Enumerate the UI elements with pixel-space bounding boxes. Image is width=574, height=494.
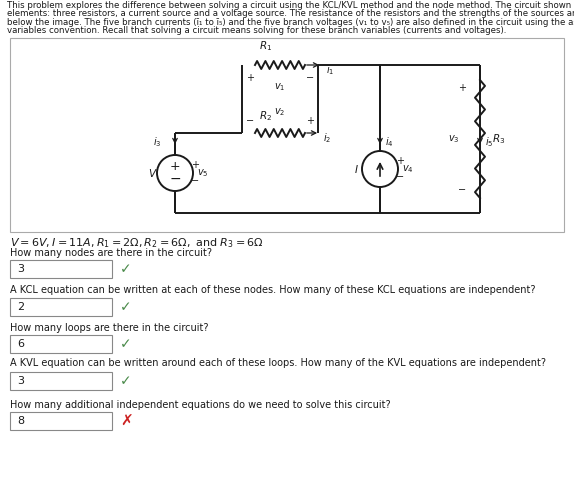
Text: $i_2$: $i_2$ bbox=[323, 131, 331, 145]
Text: $i_4$: $i_4$ bbox=[385, 135, 394, 149]
Text: +: + bbox=[170, 161, 180, 173]
Text: ✓: ✓ bbox=[120, 337, 131, 351]
Text: ✗: ✗ bbox=[120, 413, 133, 428]
Text: +: + bbox=[306, 116, 314, 126]
Text: −: − bbox=[191, 176, 199, 186]
Text: $v_2$: $v_2$ bbox=[274, 106, 286, 118]
Text: $v_3$: $v_3$ bbox=[448, 133, 460, 145]
Text: $R_1$: $R_1$ bbox=[259, 39, 273, 53]
Text: −: − bbox=[458, 185, 466, 195]
Circle shape bbox=[157, 155, 193, 191]
Text: 3: 3 bbox=[17, 264, 24, 274]
Text: +: + bbox=[458, 83, 466, 93]
Text: How many additional independent equations do we need to solve this circuit?: How many additional independent equation… bbox=[10, 400, 391, 410]
Text: 3: 3 bbox=[17, 376, 24, 386]
Bar bbox=[10, 38, 564, 232]
Bar bbox=[10, 412, 112, 430]
Text: A KVL equation can be written around each of these loops. How many of the KVL eq: A KVL equation can be written around eac… bbox=[10, 358, 546, 368]
Text: $R_3$: $R_3$ bbox=[492, 132, 505, 146]
Text: elements: three resistors, a current source and a voltage source. The resistance: elements: three resistors, a current sou… bbox=[7, 9, 574, 18]
Text: −: − bbox=[396, 172, 404, 182]
Text: +: + bbox=[396, 156, 404, 166]
Text: $R_2$: $R_2$ bbox=[259, 109, 273, 123]
Text: 2: 2 bbox=[17, 302, 24, 312]
Bar bbox=[10, 372, 112, 390]
Text: $i_3$: $i_3$ bbox=[153, 135, 161, 149]
Bar bbox=[10, 298, 112, 316]
Text: 6: 6 bbox=[17, 339, 24, 349]
Text: $v_5$: $v_5$ bbox=[197, 167, 208, 179]
Text: How many nodes are there in the circuit?: How many nodes are there in the circuit? bbox=[10, 248, 212, 258]
Text: variables convention. Recall that solving a circuit means solving for these bran: variables convention. Recall that solvin… bbox=[7, 27, 506, 36]
Text: +: + bbox=[191, 160, 199, 170]
Text: A KCL equation can be written at each of these nodes. How many of these KCL equa: A KCL equation can be written at each of… bbox=[10, 285, 536, 295]
Text: +: + bbox=[246, 73, 254, 83]
Text: How many loops are there in the circuit?: How many loops are there in the circuit? bbox=[10, 323, 208, 333]
Text: $v_4$: $v_4$ bbox=[402, 163, 414, 175]
Bar bbox=[10, 260, 112, 278]
Text: $v_1$: $v_1$ bbox=[274, 81, 286, 93]
Text: −: − bbox=[169, 172, 181, 186]
Circle shape bbox=[362, 151, 398, 187]
Text: ✓: ✓ bbox=[120, 374, 131, 388]
Text: 8: 8 bbox=[17, 416, 24, 426]
Text: ✓: ✓ bbox=[120, 300, 131, 314]
Text: $i_5$: $i_5$ bbox=[485, 135, 494, 149]
Bar bbox=[10, 335, 112, 353]
Text: −: − bbox=[306, 73, 314, 83]
Text: −: − bbox=[246, 116, 254, 126]
Text: $V$: $V$ bbox=[148, 167, 158, 179]
Text: $I$: $I$ bbox=[354, 163, 358, 175]
Text: $V = 6V, I = 11A, R_1 = 2\Omega, R_2 = 6\Omega,$ and $R_3 = 6\Omega$: $V = 6V, I = 11A, R_1 = 2\Omega, R_2 = 6… bbox=[10, 236, 263, 250]
Text: below the image. The five branch currents (ī₁ to ī₅) and the five branch voltage: below the image. The five branch current… bbox=[7, 18, 574, 27]
Text: ✓: ✓ bbox=[120, 262, 131, 276]
Text: This problem explores the difference between solving a circuit using the KCL/KVL: This problem explores the difference bet… bbox=[7, 1, 574, 10]
Text: $i_1$: $i_1$ bbox=[326, 63, 334, 77]
